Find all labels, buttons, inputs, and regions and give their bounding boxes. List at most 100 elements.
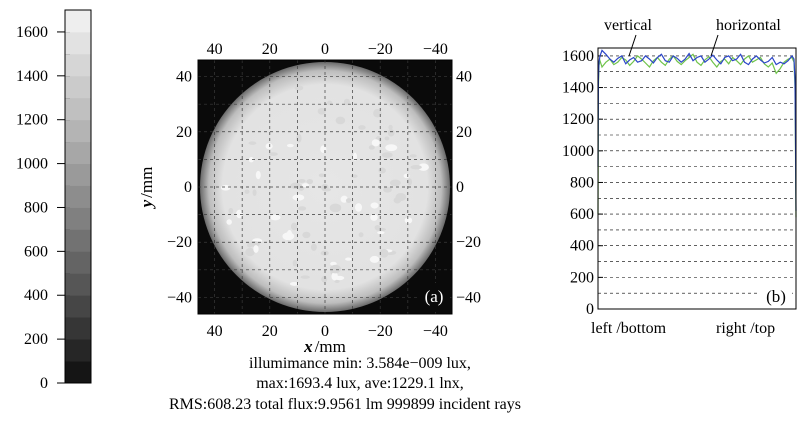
- profile-x-label-right: right /top: [716, 320, 775, 337]
- map-y-tick-left: 0: [184, 179, 192, 196]
- map-x-tick-top: 40: [207, 41, 223, 58]
- colorbar-tick-label: 600: [24, 243, 48, 260]
- speckle: [353, 152, 358, 161]
- speckle: [343, 98, 351, 106]
- colorbar-ticks: 1600 1400 1200 1000 800 600 400 200 0: [16, 24, 65, 392]
- profile-chart-b: 0 200 400 600 800 1000 1200 1400 1600 vertical h…: [562, 17, 797, 337]
- profile-y-tick-label: 1000: [562, 143, 594, 160]
- speckle: [393, 197, 402, 204]
- speckle: [388, 124, 393, 130]
- colorbar-swatch: [65, 207, 91, 230]
- speckle: [310, 243, 317, 251]
- colorbar-tick-label: 1000: [16, 156, 48, 173]
- colorbar-swatch: [65, 317, 91, 340]
- speckle: [379, 248, 389, 258]
- colorbar-tick-label: 1200: [16, 112, 48, 129]
- speckle: [409, 154, 417, 158]
- speckle: [384, 136, 390, 141]
- speckle: [290, 222, 298, 231]
- speckle: [282, 232, 295, 241]
- map-x-tick-bottom: −40: [423, 323, 448, 340]
- map-y-tick-left: −40: [167, 289, 192, 306]
- annotation-vertical-leader: [628, 34, 637, 57]
- map-y-axis-unit: /mm: [137, 167, 156, 198]
- map-y-tick-right: −20: [456, 234, 481, 251]
- colorbar-swatch: [65, 31, 91, 55]
- colorbar-swatch: [65, 339, 91, 362]
- map-x-tick-top: −40: [423, 41, 448, 58]
- map-y-tick-left: −20: [167, 234, 192, 251]
- colorbar-swatch: [65, 141, 91, 164]
- profile-y-tick-label: 200: [570, 269, 594, 286]
- speckle: [370, 202, 379, 209]
- colorbar-swatch: [65, 163, 91, 186]
- profile-y-tick-label: 800: [570, 174, 594, 191]
- profile-y-tick-label: 0: [586, 301, 594, 318]
- panel-tag-b-bg: [760, 284, 792, 306]
- profile-y-tick-label: 1600: [562, 48, 594, 65]
- svg-text:y/mm: y/mm: [137, 167, 156, 210]
- colorbar-frame: [64, 9, 92, 384]
- map-y-axis-symbol: y: [137, 199, 156, 209]
- speckle: [244, 189, 250, 194]
- profile-grid: [598, 55, 796, 294]
- profile-y-tick-label: 400: [570, 238, 594, 255]
- map-x-tick-top: 20: [262, 41, 278, 58]
- colorbar-swatch: [65, 119, 91, 143]
- colorbar-swatch: [65, 75, 91, 99]
- speckle: [345, 257, 352, 261]
- speckle: [381, 152, 393, 158]
- speckle: [294, 85, 304, 91]
- profile-y-tick-label: 600: [570, 206, 594, 223]
- caption: illumimance min: 3.584e−009 lux, max:169…: [169, 355, 521, 413]
- speckle: [286, 143, 294, 148]
- speckle: [387, 129, 395, 137]
- map-y-tick-right: 0: [456, 179, 464, 196]
- map-x-tick-bottom: 0: [321, 323, 329, 340]
- annotation-vertical: vertical: [604, 17, 653, 34]
- speckle: [297, 179, 306, 183]
- map-x-tick-bottom: 40: [207, 323, 223, 340]
- colorbar-swatch: [65, 97, 91, 121]
- colorbar-tick-label: 1600: [16, 24, 48, 41]
- colorbar-swatch: [65, 229, 91, 252]
- speckle: [375, 227, 387, 232]
- speckle: [321, 275, 328, 283]
- colorbar-swatch: [65, 53, 91, 77]
- speckle: [228, 207, 234, 214]
- spot-speckles: [220, 85, 429, 286]
- speckle: [306, 178, 314, 185]
- profile-y-ticks: 0 200 400 600 800 1000 1200 1400 1600: [562, 48, 603, 318]
- speckle: [248, 157, 254, 163]
- speckle: [378, 167, 386, 174]
- speckle: [255, 170, 261, 180]
- map-x-tick-top: −20: [368, 41, 393, 58]
- speckle: [418, 163, 429, 171]
- speckle: [410, 165, 422, 170]
- speckle: [289, 281, 299, 286]
- annotation-horizontal-leader: [710, 34, 719, 57]
- map-y-tick-left: 40: [176, 69, 192, 86]
- map-x-tick-top: 0: [321, 41, 329, 58]
- speckle: [300, 275, 310, 279]
- caption-line-1: illumimance min: 3.584e−009 lux,: [249, 355, 471, 372]
- map-y-tick-left: 20: [176, 124, 192, 141]
- speckle: [220, 184, 231, 191]
- map-x-axis-symbol: x: [303, 337, 313, 356]
- speckle: [329, 203, 342, 213]
- speckle: [403, 173, 410, 179]
- speckle: [247, 242, 253, 248]
- speckle: [334, 275, 345, 281]
- map-ticks: 40 40 20 20 0 0 −20 −20 −40 −40 40 40 20 20 0 0 −20 −20 −4…: [167, 41, 481, 340]
- colorbar-tick-label: 0: [40, 375, 48, 392]
- colorbar-tick-label: 400: [24, 287, 48, 304]
- panel-tag-b: (b): [766, 287, 786, 306]
- speckle: [385, 144, 398, 152]
- map-x-axis-label: x/mm: [303, 337, 346, 356]
- speckle: [334, 279, 340, 283]
- colorbar-tick-label: 1400: [16, 68, 48, 85]
- map-y-axis-label: y/mm: [137, 167, 156, 210]
- profile-x-label-left: left /bottom: [591, 320, 667, 337]
- speckle: [248, 141, 257, 145]
- illuminance-map-a: 40 40 20 20 0 0 −20 −20 −40 −40 40 40 20 20 0 0 −20 −20 −4…: [137, 41, 481, 356]
